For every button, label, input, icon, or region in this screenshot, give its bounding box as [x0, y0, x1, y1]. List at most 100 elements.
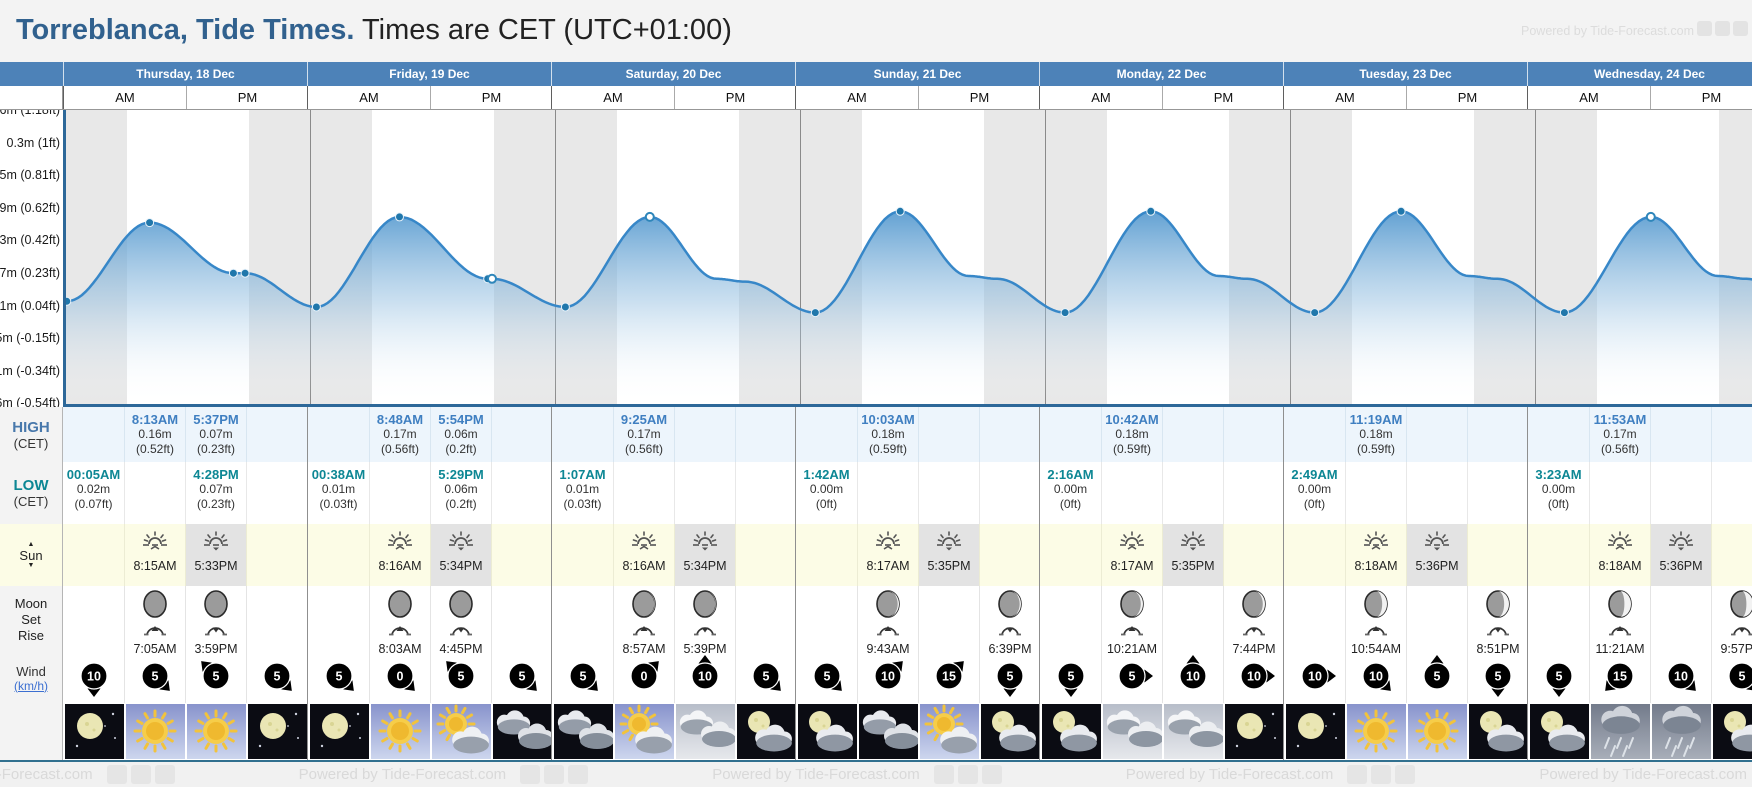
sunrise-icon	[631, 530, 657, 556]
weather-cell	[979, 703, 1040, 760]
weather-cell	[430, 703, 491, 760]
moonrise-time: 7:05AM	[133, 642, 177, 656]
footer-share-icon[interactable]	[154, 765, 175, 784]
footer-share-icon[interactable]	[1395, 765, 1416, 784]
footer-share-icon[interactable]	[520, 765, 541, 784]
ampm-row: AM PM AM PM AM PM AM PM AM PM AM PM AM PM	[0, 86, 1752, 110]
weather-icon-clear-day	[1346, 704, 1406, 759]
sun-empty-cell	[979, 524, 1040, 586]
high-tide-height-ft: (0.59ft)	[1356, 442, 1395, 456]
low-tide-height-m: 0.02m	[76, 482, 111, 496]
wind-cell: 10	[63, 653, 124, 703]
sun-empty-cell	[552, 524, 613, 586]
footer-share-icon[interactable]	[1347, 765, 1368, 784]
sunset-time: 5:36PM	[1415, 559, 1459, 573]
moon-phase-icon	[1242, 590, 1266, 623]
footer-share-icon[interactable]	[544, 765, 565, 784]
moonset-cell: 8:51PM	[1467, 586, 1528, 656]
day-header: Sunday, 21 Dec	[795, 62, 1039, 86]
low-tide-height-ft: (0ft)	[1059, 497, 1082, 511]
moonset-icon	[205, 623, 227, 641]
sun-empty-cell	[1711, 524, 1752, 586]
wind-cell: 5	[1467, 653, 1528, 703]
low-tide-time: 1:07AM	[559, 467, 606, 482]
high-tide-height-ft: (0.59ft)	[868, 442, 907, 456]
low-tide-cell	[369, 462, 430, 524]
moon-empty-cell	[1406, 586, 1467, 653]
wind-cell: 15	[918, 653, 979, 703]
footer-share-icon[interactable]	[130, 765, 151, 784]
share-icon[interactable]	[1733, 21, 1748, 36]
day-ampm: AM PM	[1283, 86, 1528, 109]
moonset-cell: 3:59PM	[185, 586, 246, 656]
footer-share-icon[interactable]	[981, 765, 1002, 784]
tide-point-open	[1645, 211, 1656, 222]
sunset-cell: 5:36PM	[1406, 524, 1467, 586]
share-icon[interactable]	[1697, 21, 1712, 36]
share-icon[interactable]	[1715, 21, 1730, 36]
day-header: Thursday, 18 Dec	[63, 62, 307, 86]
moonrise-time: 10:54AM	[1350, 642, 1402, 656]
footer-powered-text: Powered by Tide-Forecast.com	[1539, 766, 1747, 783]
moonset-icon	[1487, 623, 1509, 641]
footer-share-icon[interactable]	[933, 765, 954, 784]
wind-unit-link[interactable]: (km/h)	[14, 678, 48, 693]
weather-icon-partly-night	[1041, 704, 1101, 759]
wind-cell: 10	[1223, 653, 1284, 703]
sun-empty-cell	[1467, 524, 1528, 586]
footer-share-icon[interactable]	[1371, 765, 1392, 784]
sunset-icon	[936, 530, 962, 556]
svg-text:10: 10	[1186, 669, 1200, 683]
svg-text:5: 5	[1739, 669, 1746, 683]
weather-icon-cloudy-light	[1163, 704, 1224, 759]
sunrise-cell: 8:18AM	[1345, 524, 1406, 586]
low-tide-cell	[857, 462, 918, 524]
y-axis-tick: 0.07m (0.23ft)	[0, 266, 60, 280]
low-tide-cell	[1467, 462, 1528, 524]
moon-empty-cell	[552, 586, 613, 653]
moon-phase-icon	[632, 590, 656, 623]
weather-cell	[1284, 703, 1345, 760]
day-moon: 10:54AM 8:51PM	[1283, 586, 1528, 656]
low-tide-height-ft: (0.03ft)	[563, 497, 602, 511]
low-tide-cell	[1223, 462, 1284, 524]
tide-point	[240, 268, 250, 278]
low-tide-cell: 2:16AM 0.00m (0ft)	[1040, 462, 1101, 524]
tide-point	[395, 212, 404, 222]
footer-share-icon[interactable]	[568, 765, 589, 784]
wind-indicator: 10	[866, 654, 910, 703]
tide-point-open	[487, 273, 497, 284]
moon-empty-cell	[735, 586, 796, 653]
low-tide-event: 00:05AM 0.02m (0.07ft)	[67, 462, 120, 512]
sun-row-label: ▲ Sun ▼	[0, 524, 63, 586]
day-header: Monday, 22 Dec	[1039, 62, 1283, 86]
wind-cell: 10	[1162, 653, 1223, 703]
day-ampm: AM PM	[1527, 86, 1752, 109]
tide-point	[66, 296, 72, 306]
ampm-stub	[0, 86, 63, 109]
wind-cell: 0	[369, 653, 430, 703]
moon-empty-cell	[1284, 586, 1345, 653]
wind-row: Wind (km/h) 10 5 5 5 5 0 5 5 5 0 10 5 5 10 15 5 5 5 10 10 10…	[0, 653, 1752, 703]
footer-share-icon[interactable]	[957, 765, 978, 784]
wind-cell: 5	[185, 653, 246, 703]
wind-cell: 5	[979, 653, 1040, 703]
moonrise-icon	[389, 623, 411, 641]
sun-empty-cell	[1223, 524, 1284, 586]
high-tide-height-m: 0.17m	[1603, 427, 1637, 441]
am-label: AM	[64, 86, 186, 109]
day-header-row: Thursday, 18 Dec Friday, 19 Dec Saturday, …	[0, 62, 1752, 86]
weather-icon-partly-day	[919, 704, 979, 759]
low-tide-time: 2:16AM	[1047, 467, 1094, 482]
wind-indicator: 5	[805, 654, 849, 703]
tide-point	[228, 268, 238, 278]
footer-share-icon[interactable]	[106, 765, 127, 784]
weather-icon-partly-night	[1468, 704, 1528, 759]
sunrise-triangle-icon: ▲	[27, 540, 35, 548]
moon-phase-icon	[143, 590, 167, 623]
svg-text:10: 10	[1308, 669, 1322, 683]
tide-point-open	[644, 211, 655, 222]
wind-cell: 10	[1345, 653, 1406, 703]
low-tide-event: 2:16AM 0.00m (0ft)	[1047, 462, 1093, 512]
moonset-time: 7:44PM	[1232, 642, 1276, 656]
